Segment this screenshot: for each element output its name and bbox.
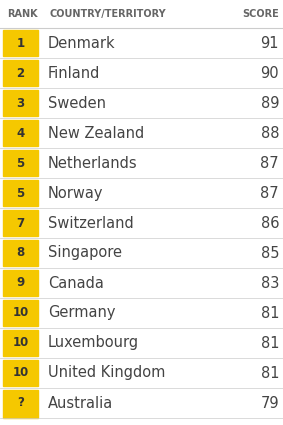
- Bar: [3, 330, 38, 356]
- Text: 3: 3: [16, 96, 25, 110]
- Bar: [3, 360, 38, 386]
- Text: 81: 81: [260, 306, 279, 320]
- Bar: [3, 300, 38, 326]
- Bar: [0, 0, 283, 28]
- Bar: [3, 150, 38, 176]
- Text: Luxembourg: Luxembourg: [48, 335, 139, 351]
- Text: 89: 89: [260, 96, 279, 110]
- Text: Denmark: Denmark: [48, 36, 116, 51]
- Text: RANK: RANK: [7, 9, 37, 19]
- Text: 83: 83: [261, 275, 279, 291]
- Text: ?: ?: [17, 397, 24, 410]
- Text: 4: 4: [16, 127, 25, 139]
- Text: 87: 87: [260, 185, 279, 201]
- Bar: [3, 270, 38, 296]
- Bar: [3, 60, 38, 86]
- Text: 9: 9: [16, 277, 25, 289]
- Text: 10: 10: [12, 366, 29, 380]
- Text: Canada: Canada: [48, 275, 104, 291]
- Text: Germany: Germany: [48, 306, 115, 320]
- Text: SCORE: SCORE: [242, 9, 279, 19]
- Text: Norway: Norway: [48, 185, 104, 201]
- Text: 85: 85: [260, 246, 279, 261]
- Text: 87: 87: [260, 156, 279, 170]
- Text: New Zealand: New Zealand: [48, 125, 144, 141]
- Text: 88: 88: [260, 125, 279, 141]
- Text: 90: 90: [260, 65, 279, 80]
- Bar: [3, 90, 38, 116]
- Bar: [3, 210, 38, 236]
- Text: Netherlands: Netherlands: [48, 156, 138, 170]
- Text: Australia: Australia: [48, 396, 113, 411]
- Text: 8: 8: [16, 246, 25, 260]
- Text: 81: 81: [260, 335, 279, 351]
- Text: COUNTRY/TERRITORY: COUNTRY/TERRITORY: [49, 9, 166, 19]
- Text: 1: 1: [16, 37, 25, 49]
- Text: Switzerland: Switzerland: [48, 215, 134, 230]
- Text: United Kingdom: United Kingdom: [48, 366, 165, 380]
- Text: 86: 86: [260, 215, 279, 230]
- Text: 91: 91: [260, 36, 279, 51]
- Text: 10: 10: [12, 306, 29, 320]
- Text: 5: 5: [16, 156, 25, 170]
- Text: Singapore: Singapore: [48, 246, 122, 261]
- Bar: [3, 240, 38, 266]
- Text: 10: 10: [12, 337, 29, 349]
- Bar: [3, 30, 38, 56]
- Text: 7: 7: [16, 216, 25, 230]
- Bar: [3, 390, 38, 418]
- Bar: [3, 120, 38, 146]
- Text: 81: 81: [260, 366, 279, 380]
- Text: 2: 2: [16, 66, 25, 79]
- Bar: [3, 180, 38, 206]
- Text: 5: 5: [16, 187, 25, 199]
- Text: 79: 79: [260, 396, 279, 411]
- Text: Finland: Finland: [48, 65, 100, 80]
- Text: Sweden: Sweden: [48, 96, 106, 110]
